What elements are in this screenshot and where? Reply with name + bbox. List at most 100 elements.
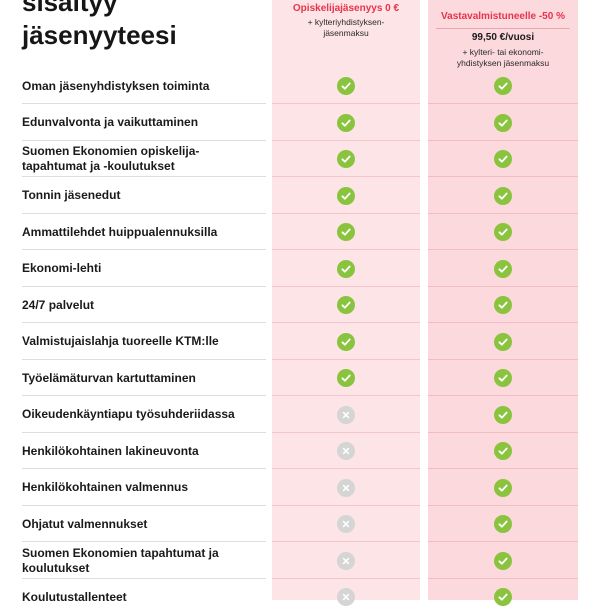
check-icon bbox=[337, 150, 355, 168]
row-divider bbox=[428, 212, 578, 214]
check-icon bbox=[494, 551, 512, 570]
check-icon bbox=[494, 332, 512, 351]
row-divider bbox=[428, 285, 578, 287]
feature-label: Suomen Ekonomien tapahtumat ja koulutuks… bbox=[22, 545, 219, 575]
feature-row: Ohjatut valmennukset bbox=[0, 506, 600, 542]
feature-label: Koulutustallenteet bbox=[22, 589, 127, 604]
row-divider bbox=[272, 468, 420, 469]
check-icon bbox=[494, 478, 512, 497]
feature-row: Oikeudenkäyntiapu työsuhderiidassa bbox=[0, 397, 600, 433]
check-icon bbox=[337, 186, 355, 205]
feature-row: Ammattilehdet huippualennuksilla bbox=[0, 214, 600, 250]
row-divider bbox=[22, 212, 266, 214]
row-divider bbox=[272, 285, 420, 287]
feature-label: 24/7 palvelut bbox=[22, 297, 95, 312]
cross-icon bbox=[337, 515, 355, 533]
row-divider bbox=[428, 176, 578, 177]
graduate-header-divider bbox=[436, 28, 570, 29]
check-icon bbox=[337, 332, 355, 351]
feature-label: Henkilökohtainen valmennus bbox=[22, 480, 189, 494]
row-divider bbox=[272, 541, 420, 542]
check-icon bbox=[337, 259, 355, 278]
feature-label: Suomen Ekonomien opiskelija- tapahtumat … bbox=[22, 144, 200, 173]
cross-icon bbox=[337, 478, 355, 497]
row-divider bbox=[272, 139, 420, 141]
check-icon bbox=[494, 442, 512, 460]
graduate-plan-header: Vastavalmistuneelle -50 % 99,50 €/vuosi … bbox=[428, 0, 578, 69]
feature-row: 24/7 palvelut bbox=[0, 287, 600, 323]
cross-icon bbox=[337, 551, 355, 570]
row-divider bbox=[22, 577, 266, 579]
check-icon bbox=[337, 223, 355, 241]
check-icon bbox=[494, 186, 512, 205]
row-divider bbox=[22, 468, 266, 469]
row-divider bbox=[428, 395, 578, 396]
row-divider bbox=[428, 504, 578, 506]
student-plan-header: Opiskelijajäsenyys 0 € + kylteriyhdistyk… bbox=[272, 0, 420, 39]
row-divider bbox=[272, 504, 420, 506]
feature-label: Edunvalvonta ja vaikuttaminen bbox=[22, 115, 199, 129]
check-icon bbox=[494, 515, 512, 533]
check-icon bbox=[494, 369, 512, 387]
feature-row: Ekonomi-lehti bbox=[0, 251, 600, 287]
cross-icon bbox=[337, 442, 355, 460]
row-divider bbox=[22, 285, 266, 287]
feature-label: Valmistujaislahja tuoreelle KTM:lle bbox=[22, 334, 219, 348]
row-divider bbox=[428, 577, 578, 579]
feature-row: Henkilökohtainen valmennus bbox=[0, 470, 600, 506]
feature-row: Koulutustallenteet bbox=[0, 579, 600, 615]
row-divider bbox=[272, 322, 420, 323]
row-divider bbox=[428, 103, 578, 104]
feature-label: Työelämäturvan kartuttaminen bbox=[22, 370, 196, 385]
check-icon bbox=[337, 296, 355, 314]
feature-row: Oman jäsenyhdistyksen toiminta bbox=[0, 68, 600, 104]
page-heading: sisältyy jäsenyyteesi bbox=[22, 0, 177, 52]
row-divider bbox=[22, 103, 266, 104]
feature-row: Suomen Ekonomien opiskelija- tapahtumat … bbox=[0, 141, 600, 177]
check-icon bbox=[494, 405, 512, 424]
row-divider bbox=[428, 431, 578, 433]
row-divider bbox=[22, 541, 266, 542]
row-divider bbox=[22, 504, 266, 506]
row-divider bbox=[22, 322, 266, 323]
row-divider bbox=[272, 431, 420, 433]
check-icon bbox=[494, 259, 512, 278]
check-icon bbox=[337, 77, 355, 95]
row-divider bbox=[22, 249, 266, 250]
row-divider bbox=[428, 249, 578, 250]
row-divider bbox=[22, 358, 266, 360]
row-divider bbox=[272, 395, 420, 396]
graduate-plan-title: Vastavalmistuneelle -50 % bbox=[441, 11, 565, 22]
check-icon bbox=[494, 223, 512, 241]
row-divider bbox=[272, 176, 420, 177]
row-divider bbox=[428, 541, 578, 542]
feature-row: Henkilökohtainen lakineuvonta bbox=[0, 433, 600, 469]
row-divider bbox=[428, 322, 578, 323]
row-divider bbox=[272, 249, 420, 250]
feature-label: Henkilökohtainen lakineuvonta bbox=[22, 443, 199, 458]
feature-label: Ammattilehdet huippualennuksilla bbox=[22, 224, 218, 239]
cross-icon bbox=[337, 588, 355, 606]
check-icon bbox=[494, 296, 512, 314]
check-icon bbox=[494, 150, 512, 168]
cross-icon bbox=[337, 405, 355, 424]
check-icon bbox=[337, 369, 355, 387]
feature-row: Edunvalvonta ja vaikuttaminen bbox=[0, 105, 600, 141]
check-icon bbox=[494, 588, 512, 606]
feature-row: Valmistujaislahja tuoreelle KTM:lle bbox=[0, 324, 600, 360]
student-plan-note: + kylteriyhdistyksen- jäsenmaksu bbox=[307, 17, 385, 38]
row-divider bbox=[272, 577, 420, 579]
row-divider bbox=[22, 139, 266, 141]
row-divider bbox=[428, 139, 578, 141]
feature-label: Oikeudenkäyntiapu työsuhderiidassa bbox=[22, 407, 235, 421]
feature-label: Tonnin jäsenedut bbox=[22, 188, 121, 202]
row-divider bbox=[272, 358, 420, 360]
row-divider bbox=[428, 468, 578, 469]
feature-row: Tonnin jäsenedut bbox=[0, 178, 600, 214]
check-icon bbox=[494, 113, 512, 132]
row-divider bbox=[22, 431, 266, 433]
graduate-plan-note: + kylteri- tai ekonomi- yhdistyksen jäse… bbox=[456, 47, 550, 68]
feature-label: Ohjatut valmennukset bbox=[22, 516, 148, 531]
feature-label: Ekonomi-lehti bbox=[22, 261, 102, 275]
heading-line-1: sisältyy bbox=[22, 0, 118, 17]
